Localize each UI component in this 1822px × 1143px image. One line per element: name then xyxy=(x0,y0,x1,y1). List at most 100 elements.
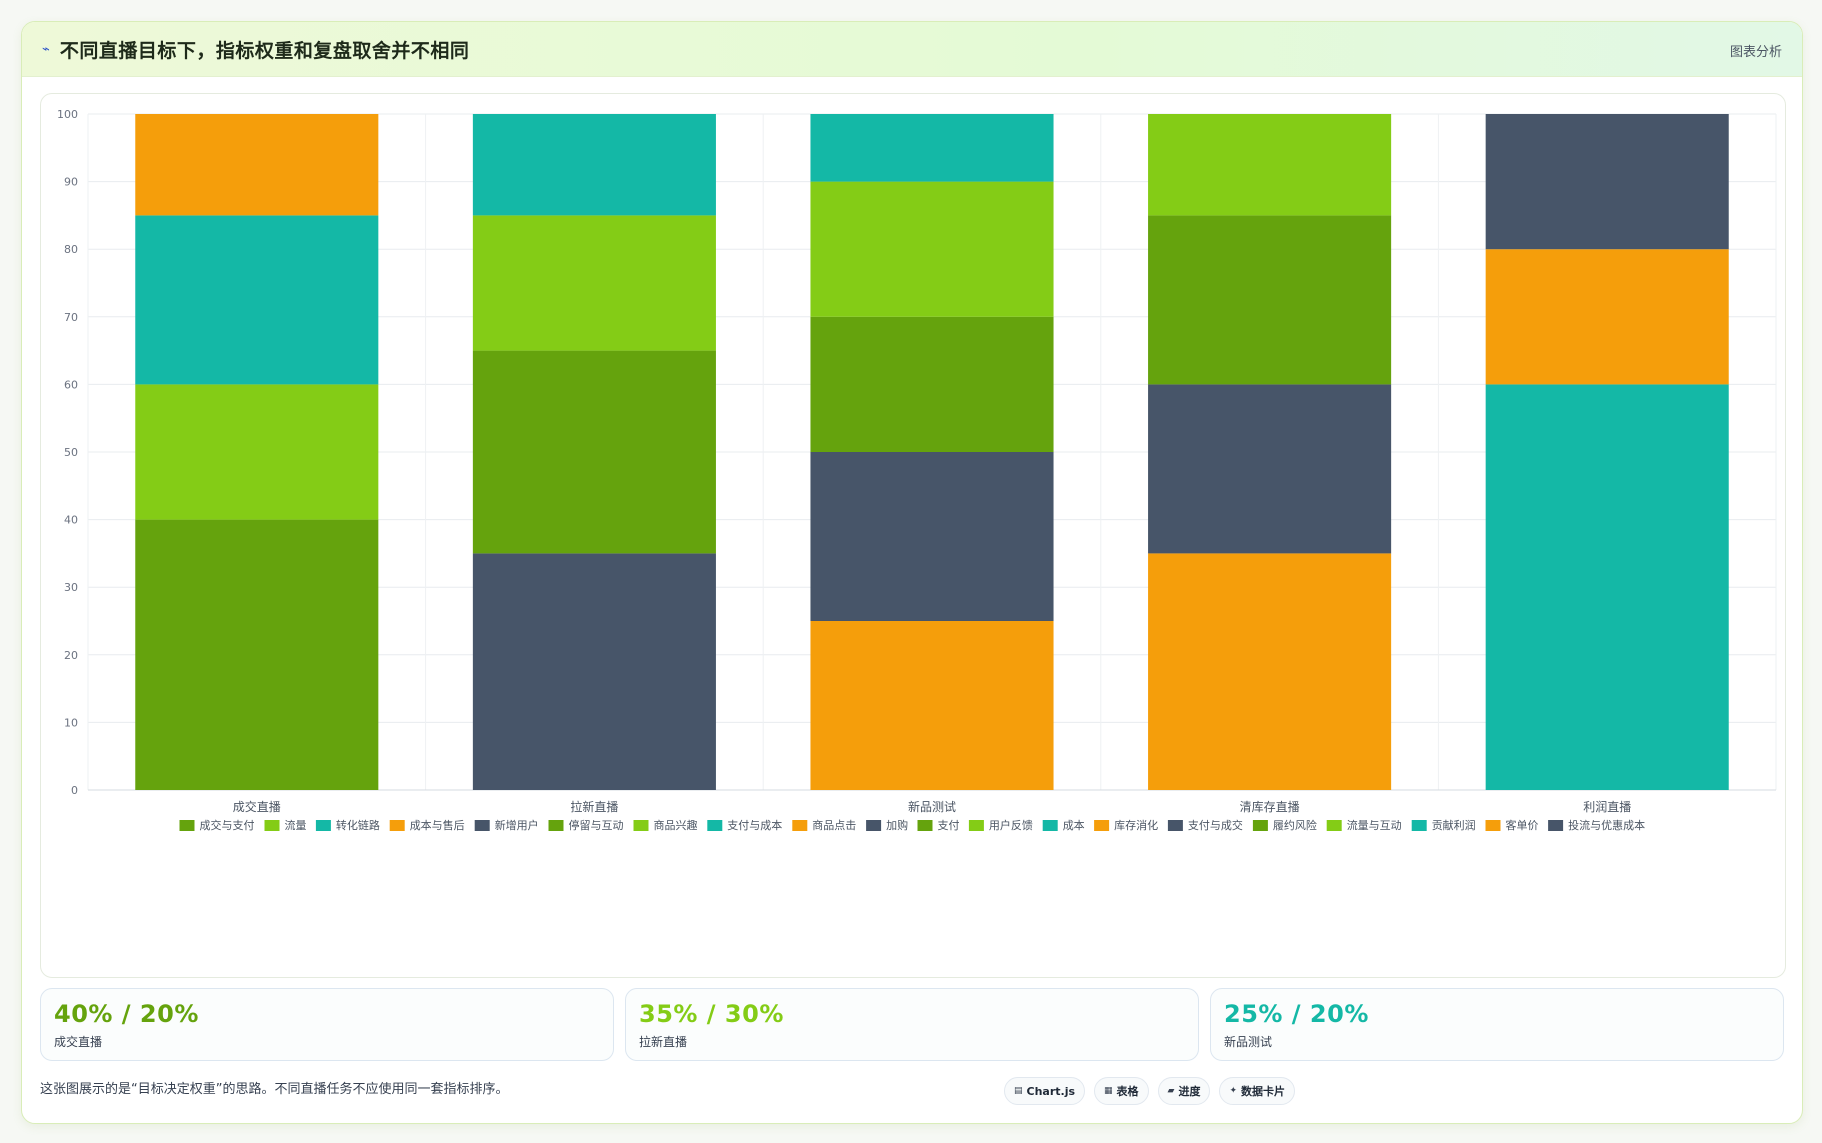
legend-label: 成本与售后 xyxy=(410,818,465,832)
legend-label: 商品点击 xyxy=(812,818,856,832)
kpi-row: 40% / 20% 成交直播 35% / 30% 拉新直播 25% / 20% … xyxy=(40,988,1784,1061)
y-tick-label: 60 xyxy=(64,378,78,391)
legend-swatch xyxy=(1411,820,1427,831)
y-tick-label: 20 xyxy=(64,649,78,662)
bar-segment xyxy=(1148,384,1392,554)
legend-label: 成本 xyxy=(1063,818,1085,832)
x-tick-label: 拉新直播 xyxy=(570,799,618,814)
legend-swatch xyxy=(707,820,723,831)
legend-swatch xyxy=(792,820,808,831)
y-tick-label: 30 xyxy=(64,581,78,594)
legend-swatch xyxy=(474,820,490,831)
legend-swatch xyxy=(633,820,649,831)
legend-label: 投流与优惠成本 xyxy=(1568,818,1645,832)
y-tick-label: 0 xyxy=(71,784,78,797)
chart-footnote: 这张图展示的是“目标决定权重”的思路。不同直播任务不应使用同一套指标排序。 xyxy=(40,1082,509,1097)
chart-icon: ▤ xyxy=(1014,1086,1023,1096)
legend-swatch xyxy=(866,820,882,831)
legend-label: 新增用户 xyxy=(495,818,539,832)
bar-segment xyxy=(472,350,716,554)
kpi-label: 新品测试 xyxy=(1224,1035,1273,1049)
legend-label: 成交与支付 xyxy=(200,818,255,832)
bar-segment xyxy=(472,114,716,216)
tag-label: Chart.js xyxy=(1026,1084,1076,1098)
bar-segment xyxy=(135,114,379,216)
legend-label: 支付与成交 xyxy=(1188,818,1243,832)
bar-segment xyxy=(1485,384,1729,790)
bar-segment xyxy=(1148,553,1392,790)
legend-swatch xyxy=(315,820,331,831)
legend-label: 停留与互动 xyxy=(569,818,624,832)
kpi-value: 40% / 20% xyxy=(54,1000,199,1028)
legend-swatch xyxy=(1252,820,1268,831)
tag-progress[interactable]: ▰ 进度 xyxy=(1157,1077,1211,1105)
progress-icon: ▰ xyxy=(1167,1086,1175,1096)
x-tick-label: 成交直播 xyxy=(233,799,281,814)
legend-swatch xyxy=(179,820,195,831)
bar-segment xyxy=(472,553,716,790)
kpi-card: 35% / 30% 拉新直播 xyxy=(625,988,1199,1061)
bar-segment xyxy=(135,519,379,790)
legend-label: 库存消化 xyxy=(1114,818,1158,832)
tag-chartjs[interactable]: ▤ Chart.js xyxy=(1004,1077,1086,1105)
kpi-value: 25% / 20% xyxy=(1224,1000,1369,1028)
bar-segment xyxy=(1148,215,1392,385)
bar-segment xyxy=(810,452,1054,621)
y-tick-label: 100 xyxy=(57,108,78,121)
legend-swatch xyxy=(1094,820,1110,831)
kpi-label: 拉新直播 xyxy=(639,1035,688,1049)
y-tick-label: 80 xyxy=(64,243,78,256)
chart-analysis-link[interactable]: 图表分析 xyxy=(1729,45,1782,60)
legend-swatch xyxy=(389,820,405,831)
x-tick-label: 新品测试 xyxy=(908,799,956,814)
bar-segment xyxy=(1485,114,1729,250)
legend-label: 履约风险 xyxy=(1273,818,1317,832)
legend-swatch xyxy=(548,820,564,831)
chart-panel: 0 10 20 30 40 50 60 70 80 90 100 成交直播 拉新直播 新品测试 清库存直播 利… xyxy=(40,93,1786,978)
bar-segment xyxy=(472,215,716,351)
legend-swatch xyxy=(264,820,280,831)
bar-segment xyxy=(1148,114,1392,216)
sparkle-icon: ✦ xyxy=(1229,1086,1238,1096)
legend-swatch xyxy=(968,820,984,831)
legend-swatch xyxy=(917,820,933,831)
tag-data-card[interactable]: ✦ 数据卡片 xyxy=(1219,1077,1296,1105)
tag-list: ▤ Chart.js ▦ 表格 ▰ 进度 ✦ 数据卡片 xyxy=(1004,1077,1296,1105)
y-tick-label: 40 xyxy=(64,514,78,527)
kpi-label: 成交直播 xyxy=(54,1035,103,1049)
y-tick-label: 10 xyxy=(64,716,78,729)
tag-table[interactable]: ▦ 表格 xyxy=(1094,1077,1149,1105)
bar-segment xyxy=(135,215,379,385)
trend-line-icon: ⌁ xyxy=(42,41,50,57)
kpi-card: 40% / 20% 成交直播 xyxy=(40,988,614,1061)
legend-swatch xyxy=(1167,820,1183,831)
legend-label: 流量与互动 xyxy=(1347,818,1402,832)
legend-label: 支付与成本 xyxy=(727,818,782,832)
bar-segment xyxy=(135,384,379,520)
bar-segment xyxy=(810,316,1054,452)
kpi-value: 35% / 30% xyxy=(639,1000,784,1028)
card-header: ⌁ 不同直播目标下，指标权重和复盘取舍并不相同 图表分析 xyxy=(22,22,1802,77)
bar-segment xyxy=(810,621,1054,790)
legend-label: 用户反馈 xyxy=(989,818,1033,832)
tag-label: 进度 xyxy=(1178,1085,1201,1098)
legend-swatch xyxy=(1485,820,1501,831)
legend-label: 客单价 xyxy=(1506,818,1539,832)
page-title: 不同直播目标下，指标权重和复盘取舍并不相同 xyxy=(59,39,470,62)
bar-segment xyxy=(1485,249,1729,385)
y-tick-label: 90 xyxy=(64,176,78,189)
legend-label: 转化链路 xyxy=(336,818,380,832)
legend-swatch xyxy=(1326,820,1342,831)
kpi-card: 25% / 20% 新品测试 xyxy=(1210,988,1784,1061)
x-tick-label: 利润直播 xyxy=(1583,800,1631,814)
legend-swatch xyxy=(1548,820,1564,831)
legend-swatch xyxy=(1042,820,1058,831)
legend-label: 支付 xyxy=(938,819,960,832)
legend-label: 流量 xyxy=(285,818,307,832)
tag-label: 表格 xyxy=(1116,1085,1139,1098)
legend-label: 加购 xyxy=(886,818,908,832)
stacked-bar-chart: 0 10 20 30 40 50 60 70 80 90 100 成交直播 拉新直播 新品测试 清库存直播 利… xyxy=(57,108,1777,832)
y-tick-label: 70 xyxy=(64,311,78,324)
legend-label: 贡献利润 xyxy=(1432,818,1476,832)
bar-segment xyxy=(810,114,1054,182)
